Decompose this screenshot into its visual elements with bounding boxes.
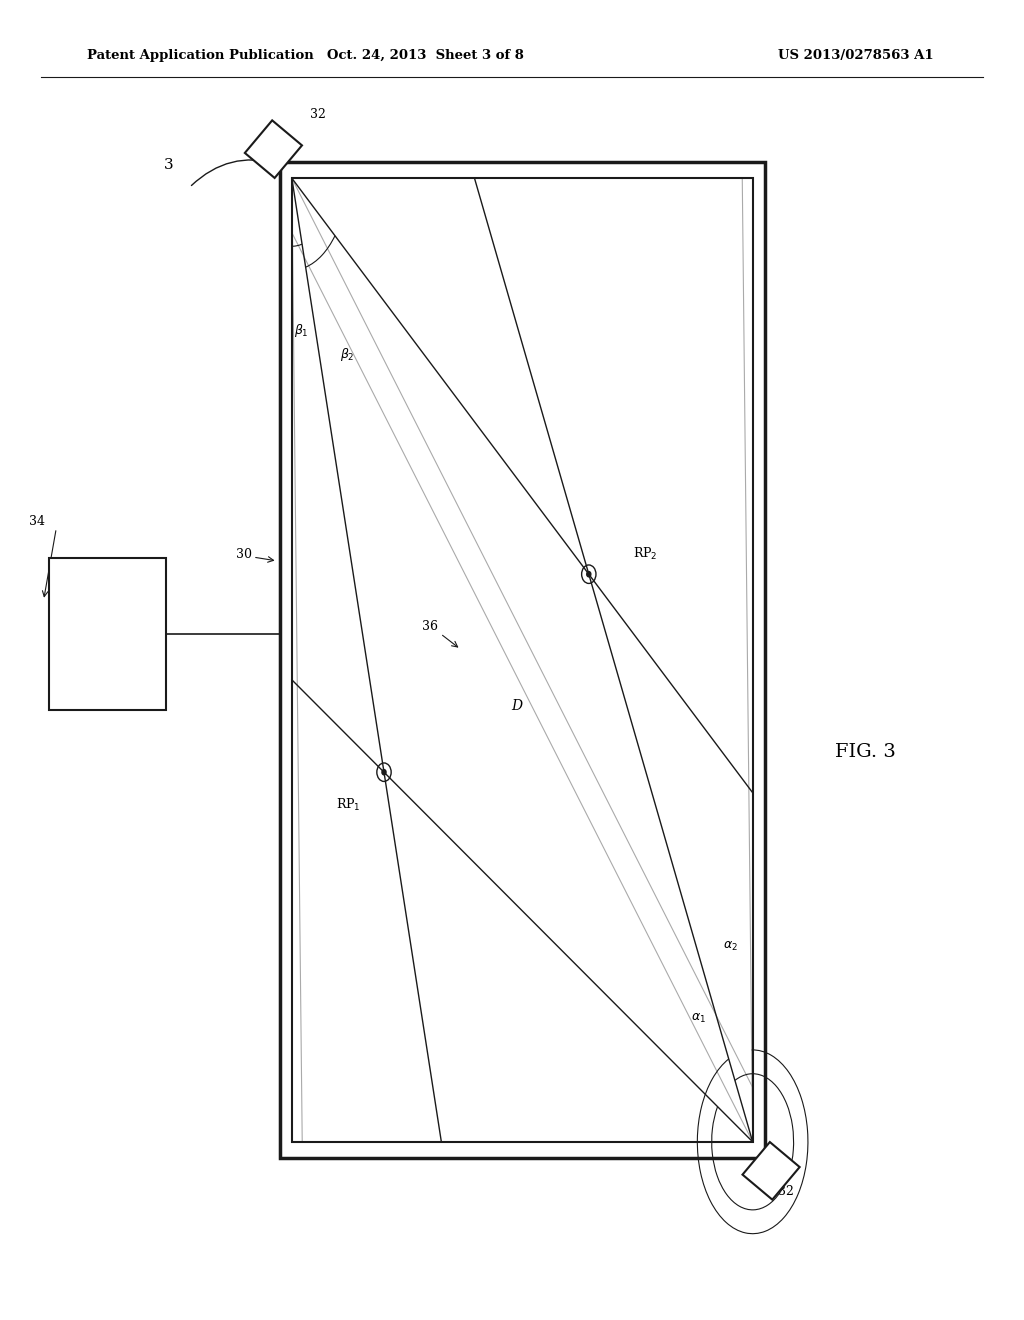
- Text: unit: unit: [96, 651, 119, 664]
- Text: 34: 34: [29, 515, 45, 528]
- Text: $\alpha_2$: $\alpha_2$: [723, 940, 738, 953]
- Text: 32: 32: [778, 1185, 795, 1199]
- Text: 3: 3: [164, 158, 174, 172]
- Bar: [48, 557, 166, 710]
- Text: $\alpha_1$: $\alpha_1$: [690, 1011, 706, 1024]
- Polygon shape: [245, 120, 302, 178]
- Text: RP$_2$: RP$_2$: [633, 546, 657, 562]
- Text: $\beta_1$: $\beta_1$: [294, 322, 309, 339]
- Text: 36: 36: [422, 620, 438, 634]
- Text: Processing: Processing: [75, 603, 140, 616]
- Polygon shape: [742, 1142, 800, 1200]
- Text: 30: 30: [236, 548, 252, 561]
- Text: RP$_1$: RP$_1$: [336, 797, 360, 813]
- Bar: [280, 162, 765, 1158]
- Text: Patent Application Publication: Patent Application Publication: [87, 49, 313, 62]
- Text: 32: 32: [310, 108, 327, 121]
- Text: FIG. 3: FIG. 3: [835, 743, 896, 762]
- Bar: [292, 178, 753, 1142]
- Text: D: D: [512, 700, 522, 713]
- Circle shape: [587, 572, 591, 577]
- Text: $\beta_2$: $\beta_2$: [340, 346, 354, 363]
- Text: Oct. 24, 2013  Sheet 3 of 8: Oct. 24, 2013 Sheet 3 of 8: [327, 49, 523, 62]
- Text: US 2013/0278563 A1: US 2013/0278563 A1: [778, 49, 934, 62]
- Circle shape: [382, 770, 386, 775]
